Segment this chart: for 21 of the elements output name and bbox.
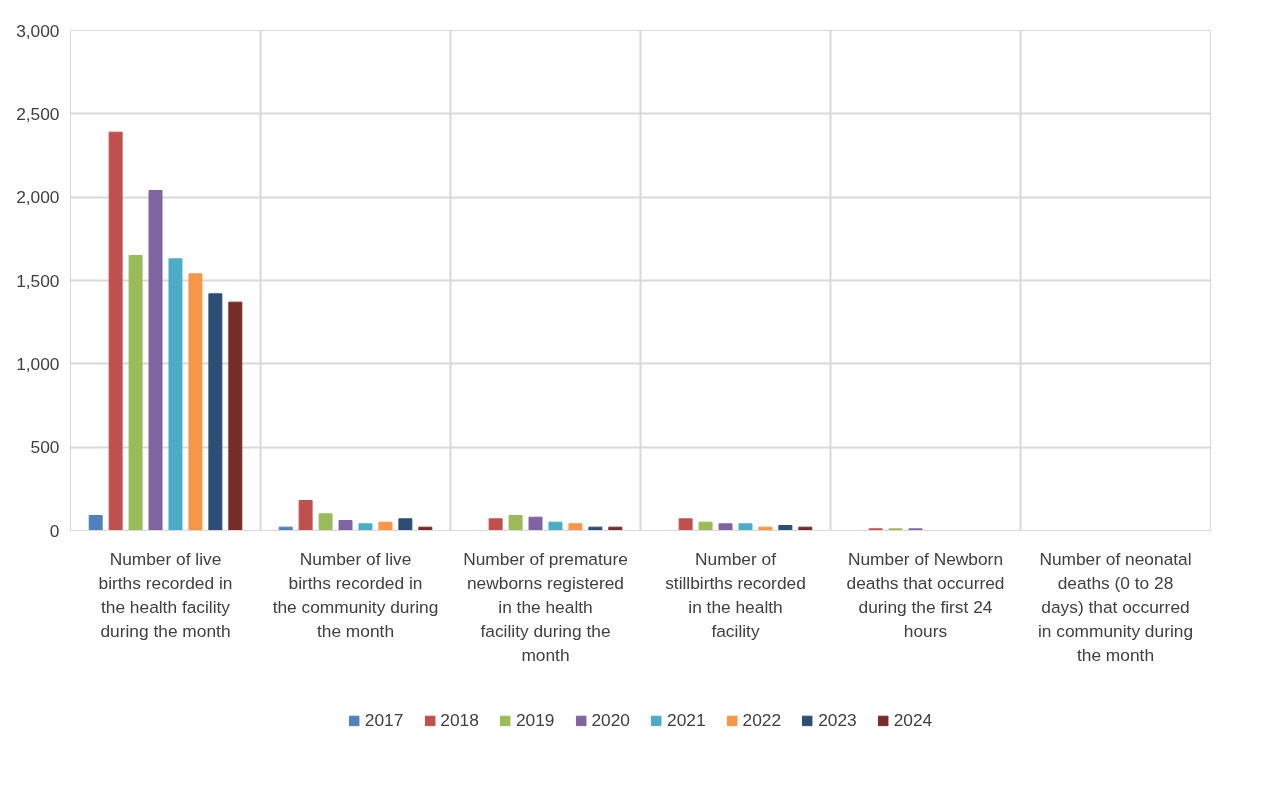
legend-label: 2024 [893, 709, 933, 731]
legend-label: 2018 [440, 709, 479, 731]
legend-label: 2022 [742, 709, 782, 731]
y-tick-label: 500 [30, 437, 60, 458]
legend-label: 2017 [364, 709, 404, 731]
x-tick-label: Number of live births recorded in the community during the month [272, 548, 439, 641]
x-tick-label: Number of stillbirths recorded in the health facility [665, 548, 806, 641]
x-tick-label: Number of premature newborns registered in the health facility during the month [463, 548, 628, 665]
legend-label: 2019 [515, 709, 555, 731]
y-tick-label: 2,500 [16, 103, 60, 124]
y-tick-label: 3,000 [16, 20, 60, 41]
y-tick-label: 1,500 [16, 270, 60, 291]
x-tick-label: Number of neonatal deaths (0 to 28 days) that occurred in community during the month [1037, 548, 1194, 665]
y-tick-label: 1,000 [16, 353, 60, 374]
legend-label: 2021 [667, 709, 706, 731]
legend-label: 2023 [818, 709, 857, 731]
y-tick-label: 2,000 [16, 187, 60, 208]
y-tick-label: 0 [49, 520, 60, 541]
x-tick-label: Number of live births recorded in the health facility during the month [98, 548, 233, 641]
legend-label: 2020 [591, 709, 630, 731]
x-tick-label: Number of Newborn deaths that occurred during the first 24 hours [846, 548, 1005, 641]
